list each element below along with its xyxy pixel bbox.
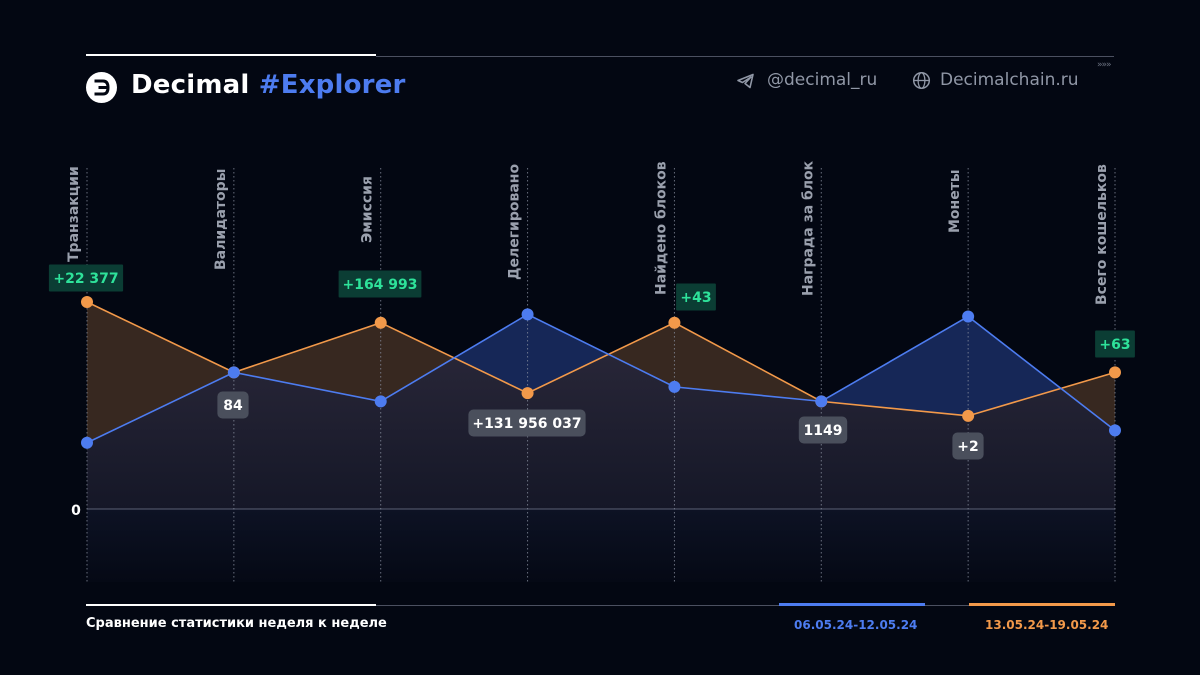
series1-point-2 (374, 395, 387, 408)
annotation-label-6: +2 (957, 439, 978, 455)
series2-point-4 (668, 316, 681, 329)
annotation-label-0: +22 377 (53, 271, 118, 287)
legend-label-series2: 13.05.24-19.05.24 (985, 618, 1109, 632)
website-link[interactable]: Decimalchain.ru (940, 70, 1079, 90)
category-label-7: Всего кошельков (1094, 164, 1110, 305)
decimal-logo-icon (86, 72, 117, 103)
annotation-badge-bg-7 (1095, 330, 1135, 358)
annotation-label-1: 84 (223, 398, 243, 414)
category-label-3: Делегировано (507, 164, 523, 280)
series1-point-5 (815, 395, 828, 408)
annotation-badge-5: 1149 (798, 416, 848, 444)
annotation-badge-7: +63 (1095, 330, 1135, 358)
series2-line (86, 301, 1116, 417)
y-zero-label: 0 (71, 503, 81, 519)
category-label-0: Транзакции (66, 166, 82, 262)
annotation-badge-bg-0 (48, 264, 124, 292)
annotation-badge-bg-5 (798, 416, 848, 444)
category-label-5: Награда за блок (800, 160, 816, 296)
annotation-badge-1: 84 (217, 391, 249, 419)
footer-title: Сравнение статистики неделя к неделе (86, 616, 387, 631)
annotation-badge-bg-2 (338, 270, 422, 298)
footer-accent-line (86, 604, 376, 606)
brand-title: Decimal #Explorer (131, 70, 406, 100)
series2-point-2 (374, 316, 387, 329)
legend-line-series1 (779, 603, 925, 606)
annotation-label-5: 1149 (804, 423, 843, 439)
annotation-badge-bg-1 (217, 391, 249, 419)
header-accent-line (86, 54, 376, 56)
globe-icon (912, 71, 931, 90)
legend-label-series1: 06.05.24-12.05.24 (794, 618, 918, 632)
category-label-1: Валидаторы (213, 169, 229, 270)
series2-point-3 (521, 387, 534, 400)
annotation-badge-0: +22 377 (48, 264, 124, 292)
annotation-label-2: +164 993 (342, 277, 417, 293)
series1-point-1 (227, 366, 240, 379)
annotation-badge-4: +43 (676, 283, 716, 311)
legend-line-series2 (969, 603, 1115, 606)
series1-line (86, 313, 1116, 444)
chevrons-icon: »»» (1097, 60, 1111, 70)
annotation-label-3: +131 956 037 (472, 416, 581, 432)
series2-point-0 (81, 296, 93, 308)
series1-point-0 (81, 436, 93, 449)
annotation-badge-bg-6 (952, 432, 984, 460)
series2-point-6 (962, 409, 975, 422)
telegram-link[interactable]: @decimal_ru (767, 70, 878, 90)
category-label-6: Монеты (947, 170, 963, 234)
annotation-badge-bg-3 (468, 409, 586, 437)
annotation-badge-2: +164 993 (338, 270, 422, 298)
annotation-label-7: +63 (1099, 337, 1130, 353)
header-divider (376, 56, 1114, 57)
category-label-4: Найдено блоков (653, 161, 669, 295)
brand-tag: #Explorer (258, 70, 406, 100)
annotation-badge-3: +131 956 037 (468, 409, 586, 437)
brand-name: Decimal (131, 70, 250, 100)
telegram-icon (737, 73, 754, 89)
series2-point-7 (1109, 366, 1121, 379)
series1-point-6 (962, 310, 975, 323)
footer-divider (376, 605, 1114, 606)
series1-point-3 (521, 308, 534, 321)
category-label-2: Эмиссия (360, 176, 376, 243)
below-zero-area (87, 509, 1115, 582)
annotation-badge-6: +2 (952, 432, 984, 460)
series1-point-4 (668, 380, 681, 393)
series1-point-7 (1109, 424, 1121, 437)
series2-excess-area (87, 302, 1115, 443)
annotation-badge-bg-4 (676, 283, 716, 311)
annotation-label-4: +43 (680, 290, 711, 306)
